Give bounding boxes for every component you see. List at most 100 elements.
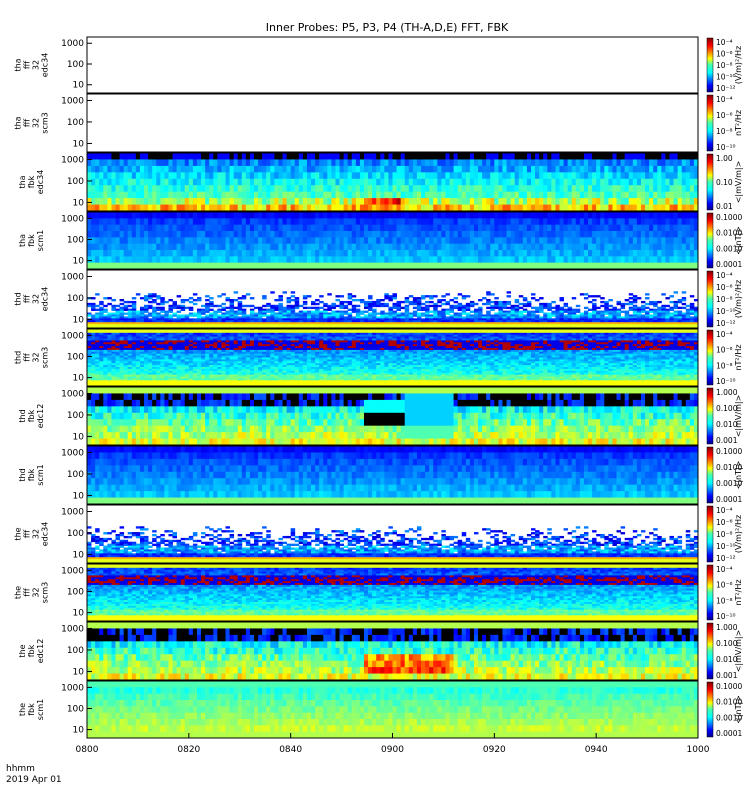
spectrogram-cell — [579, 198, 585, 205]
spectrogram-cell — [213, 320, 218, 323]
spectrogram-cell — [490, 300, 495, 304]
spectrogram-cell — [689, 243, 695, 251]
spectrogram-cell — [616, 326, 621, 329]
spectrogram-cell — [111, 237, 116, 245]
spectrogram-cell — [286, 231, 292, 238]
spectrogram-cell — [396, 256, 402, 264]
spectrogram-cell — [653, 204, 658, 212]
spectrogram-cell — [290, 318, 296, 321]
spectrogram-cell — [294, 306, 300, 310]
spectrogram-cell — [95, 250, 100, 257]
spectrogram-cell — [502, 310, 507, 313]
spectrogram-cell — [111, 338, 116, 341]
spectrogram-cell — [445, 218, 450, 226]
spectrogram-cell — [127, 384, 133, 387]
spectrogram-cell — [180, 256, 186, 264]
spectrogram-cell — [306, 153, 312, 160]
spectrogram-cell — [596, 250, 601, 257]
spectrogram-cell — [245, 314, 251, 317]
spectrogram-cell — [583, 306, 589, 310]
spectrogram-cell — [315, 299, 320, 302]
spectrogram-cell — [559, 185, 564, 193]
spectrogram-cell — [469, 320, 475, 323]
spectrogram-cell — [669, 231, 674, 238]
spectrogram-cell — [416, 324, 422, 327]
spectrogram-cell — [302, 262, 308, 270]
spectrogram-cell — [213, 324, 218, 327]
spectrogram-cell — [502, 204, 507, 212]
spectrogram-cell — [323, 185, 328, 193]
spectrogram-cell — [176, 172, 182, 180]
spectrogram-cell — [482, 256, 487, 264]
spectrogram-cell — [628, 231, 634, 238]
spectrogram-cell — [571, 310, 577, 313]
spectrogram-cell — [592, 172, 597, 180]
spectrogram-cell — [482, 322, 487, 325]
spectrogram-cell — [270, 308, 275, 311]
spectrogram-cell — [176, 237, 182, 245]
spectrogram-cell — [514, 322, 520, 325]
spectrogram-cell — [473, 204, 479, 212]
spectrogram-cell — [359, 198, 365, 205]
spectrogram-cell — [221, 314, 226, 317]
spectrogram-cell — [677, 224, 683, 232]
spectrogram-cell — [685, 322, 691, 325]
spectrogram-cell — [596, 231, 601, 238]
spectrogram-cell — [286, 306, 292, 310]
spectrogram-cell — [168, 299, 173, 302]
spectrogram-cell — [164, 204, 169, 212]
colorbar-tick-label: 1.00 — [716, 154, 733, 163]
spectrogram-cell — [95, 359, 100, 362]
spectrogram-cell — [135, 191, 141, 199]
spectrogram-cell — [677, 204, 683, 212]
spectrogram-cell — [119, 372, 125, 375]
spectrogram-cell — [372, 326, 377, 329]
spectrogram-cell — [99, 300, 104, 304]
spectrogram-cell — [612, 191, 617, 199]
spectrogram-cell — [380, 256, 385, 264]
spectrogram-cell — [445, 293, 450, 296]
spectrogram-cell — [673, 291, 679, 294]
spectrogram-cell — [502, 172, 507, 180]
spectrogram-cell — [571, 297, 577, 300]
spectrogram-cell — [107, 153, 112, 160]
spectrogram-cell — [319, 314, 324, 317]
spectrogram-cell — [604, 326, 609, 329]
spectrogram-cell — [254, 165, 259, 173]
colorbar-unit: (V/m)²/Hz — [734, 280, 743, 318]
spectrogram-cell — [115, 348, 120, 351]
spectrogram-cell — [547, 153, 552, 160]
spectrogram-cell — [217, 204, 222, 212]
spectrogram-cell — [624, 191, 630, 199]
spectrogram-cell — [677, 237, 683, 245]
spectrogram-cell — [148, 295, 153, 298]
spectrogram-cell — [343, 204, 349, 212]
spectrogram-cell — [201, 322, 206, 325]
spectrogram-cell — [347, 312, 353, 315]
spectrogram-cell — [95, 346, 100, 349]
spectrogram-cell — [241, 204, 247, 212]
spectrogram-cell — [274, 159, 279, 167]
spectrogram-cell — [555, 316, 560, 319]
spectrogram-cell — [400, 212, 406, 219]
spectrogram-cell — [555, 308, 560, 311]
spectrogram-cell — [164, 231, 169, 238]
spectrogram-cell — [164, 237, 169, 245]
spectrogram-cell — [91, 256, 96, 264]
spectrogram-cell — [270, 318, 275, 321]
spectrogram-cell — [302, 324, 308, 327]
spectrogram-cell — [221, 153, 226, 160]
spectrogram-cell — [131, 346, 137, 349]
spectrogram-cell — [95, 324, 100, 327]
spectrogram-cell — [278, 204, 283, 212]
spectrogram-cell — [91, 153, 96, 160]
spectrogram-cell — [95, 340, 100, 343]
spectrogram-cell — [486, 198, 491, 205]
spectrogram-cell — [486, 326, 491, 329]
spectrogram-cell — [685, 172, 691, 180]
spectrogram-cell — [221, 306, 226, 310]
spectrogram-cell — [103, 172, 108, 180]
spectrogram-cell — [298, 165, 304, 173]
spectrogram-cell — [131, 330, 137, 334]
spectrogram-cell — [319, 322, 324, 325]
